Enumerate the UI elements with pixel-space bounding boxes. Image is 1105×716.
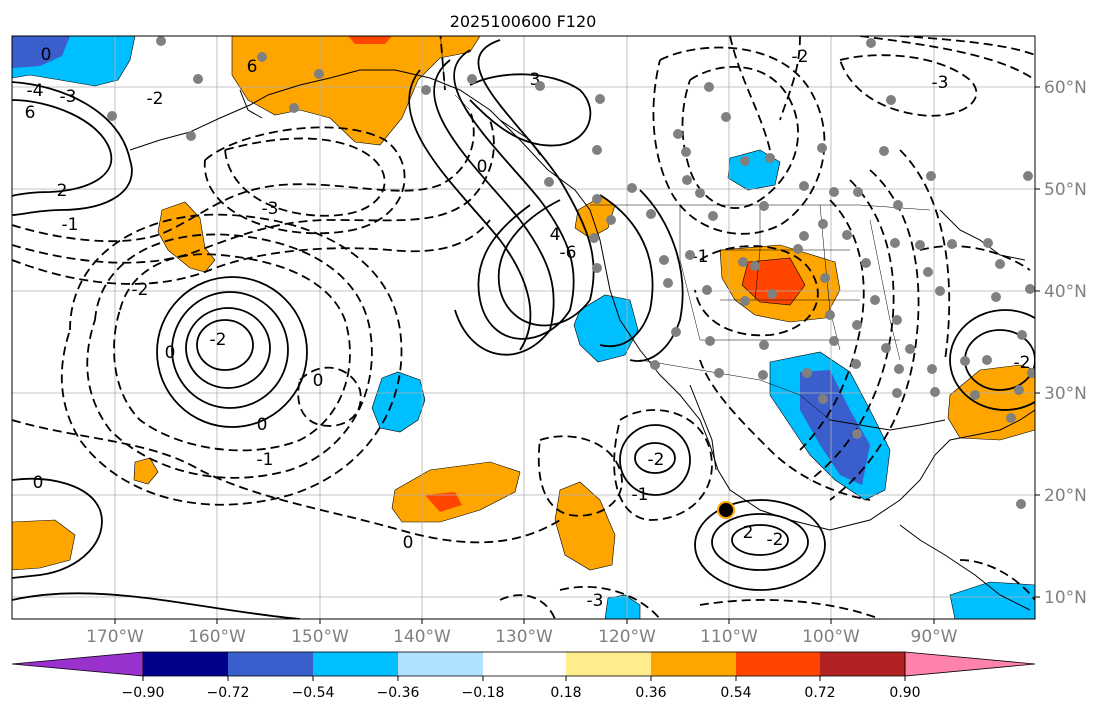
colorbar-swatch [651,652,736,676]
colorbar-swatch [736,652,820,676]
colorbar-swatch [820,652,905,676]
lat-label: 10°N [1044,588,1087,608]
contour-label: -2 [1014,353,1031,373]
contour-label: 0 [257,415,268,435]
colorbar-extend-high [904,651,1036,677]
contour-label: 6 [25,103,36,123]
contour-label: -2 [210,330,227,350]
contour-label: -3 [262,199,279,219]
lon-label: 120°W [598,627,656,647]
shaded-fields [12,36,1035,619]
positive-region-near-mexico [554,481,616,571]
lon-ticks [114,619,935,624]
contour-label: 0 [403,533,414,553]
contour-label: 0 [41,45,52,65]
colorbar-tick-label: −0.54 [292,685,335,701]
contour-label: 0 [477,157,488,177]
lat-label: 30°N [1044,384,1087,404]
negative-region-south [604,594,641,619]
contour-label: -2 [147,89,164,109]
contour-label: -1 [257,450,274,470]
lon-labels: 170°W 160°W 150°W 140°W 130°W 120°W 110°… [86,627,958,647]
contour-label: -2 [792,47,809,67]
lon-label: 110°W [700,627,758,647]
colorbar-swatch [313,652,398,676]
station-markers [107,36,1035,509]
colorbar-swatch [228,652,313,676]
map-area: 0 -4 -3 6 6 3 -2 -2 -3 0 4 -6 2 -3 -1 -2… [12,36,1035,619]
lon-label: 170°W [86,627,144,647]
lat-label: 60°N [1044,78,1087,98]
contour-label: -1 [62,215,79,235]
positive-region-subtropical-pacific [391,461,521,523]
contour-label: -2 [767,530,784,550]
colorbar: −0.90 −0.72 −0.54 −0.36 −0.18 0.18 0.36 … [11,651,1036,701]
negative-region-california [573,294,639,363]
colorbar-tick-label: 0.54 [720,685,751,701]
colorbar-swatch [483,652,566,676]
lat-label: 40°N [1044,282,1087,302]
lat-labels: 60°N 50°N 40°N 30°N 20°N 10°N [1044,78,1087,608]
strong-negative-region-alaska-west [12,36,70,68]
colorbar-tick-label: −0.18 [462,685,505,701]
contour-label: -4 [27,81,44,101]
contour-label: -6 [560,243,577,263]
contour-label: -1 [692,247,709,267]
lon-label: 160°W [188,627,246,647]
highlight-marker [717,501,735,519]
negative-contours [12,36,1035,619]
negative-region-se-corner [949,581,1035,619]
colorbar-tick-label: 0.72 [804,685,835,701]
strong-negative-region-texas-gulf [800,370,870,485]
contour-label: 0 [313,371,324,391]
contour-label: -3 [587,591,604,611]
colorbar-tick-label: −0.90 [122,685,165,701]
contour-label: 0 [33,473,44,493]
positive-region-small-hawaii [133,457,159,485]
lat-ticks [1035,86,1040,598]
lon-label: 130°W [495,627,553,647]
colorbar-tick-label: 0.36 [635,685,666,701]
contour-label: -2 [648,450,665,470]
map-title: 2025100600 F120 [450,12,597,31]
lon-label: 150°W [291,627,349,647]
contour-label: 2 [743,523,754,543]
contour-label: 0 [165,343,176,363]
graticule [12,36,1035,619]
contour-labels: 0 -4 -3 6 6 3 -2 -2 -3 0 4 -6 2 -3 -1 -2… [25,45,1031,611]
lat-label: 20°N [1044,486,1087,506]
colorbar-tick-label: 0.18 [550,685,581,701]
contour-label: -3 [932,73,949,93]
strong-positive-region-subtropical-pacific [425,492,462,512]
strong-positive-region-alaska [348,36,392,44]
contour-label: -3 [60,87,77,107]
colorbar-extend-low [11,651,144,677]
contour-label: 4 [550,225,561,245]
positive-contours [12,39,1035,619]
contour-label: -2 [132,280,149,300]
colorbar-swatch [398,652,483,676]
contour-label: -1 [632,485,649,505]
colorbar-tick-label: 0.90 [889,685,920,701]
colorbar-swatch [143,652,228,676]
contour-label: 6 [247,57,258,77]
positive-region-southwest-corner [12,519,76,571]
lat-label: 50°N [1044,180,1087,200]
contour-label: 2 [57,181,68,201]
lon-label: 140°W [393,627,451,647]
lon-label: 100°W [802,627,860,647]
colorbar-tick-label: −0.36 [377,685,420,701]
colorbar-tick-label: −0.72 [207,685,250,701]
colorbar-swatch [566,652,651,676]
lon-label: 90°W [911,627,958,647]
contour-label: 3 [530,70,541,90]
